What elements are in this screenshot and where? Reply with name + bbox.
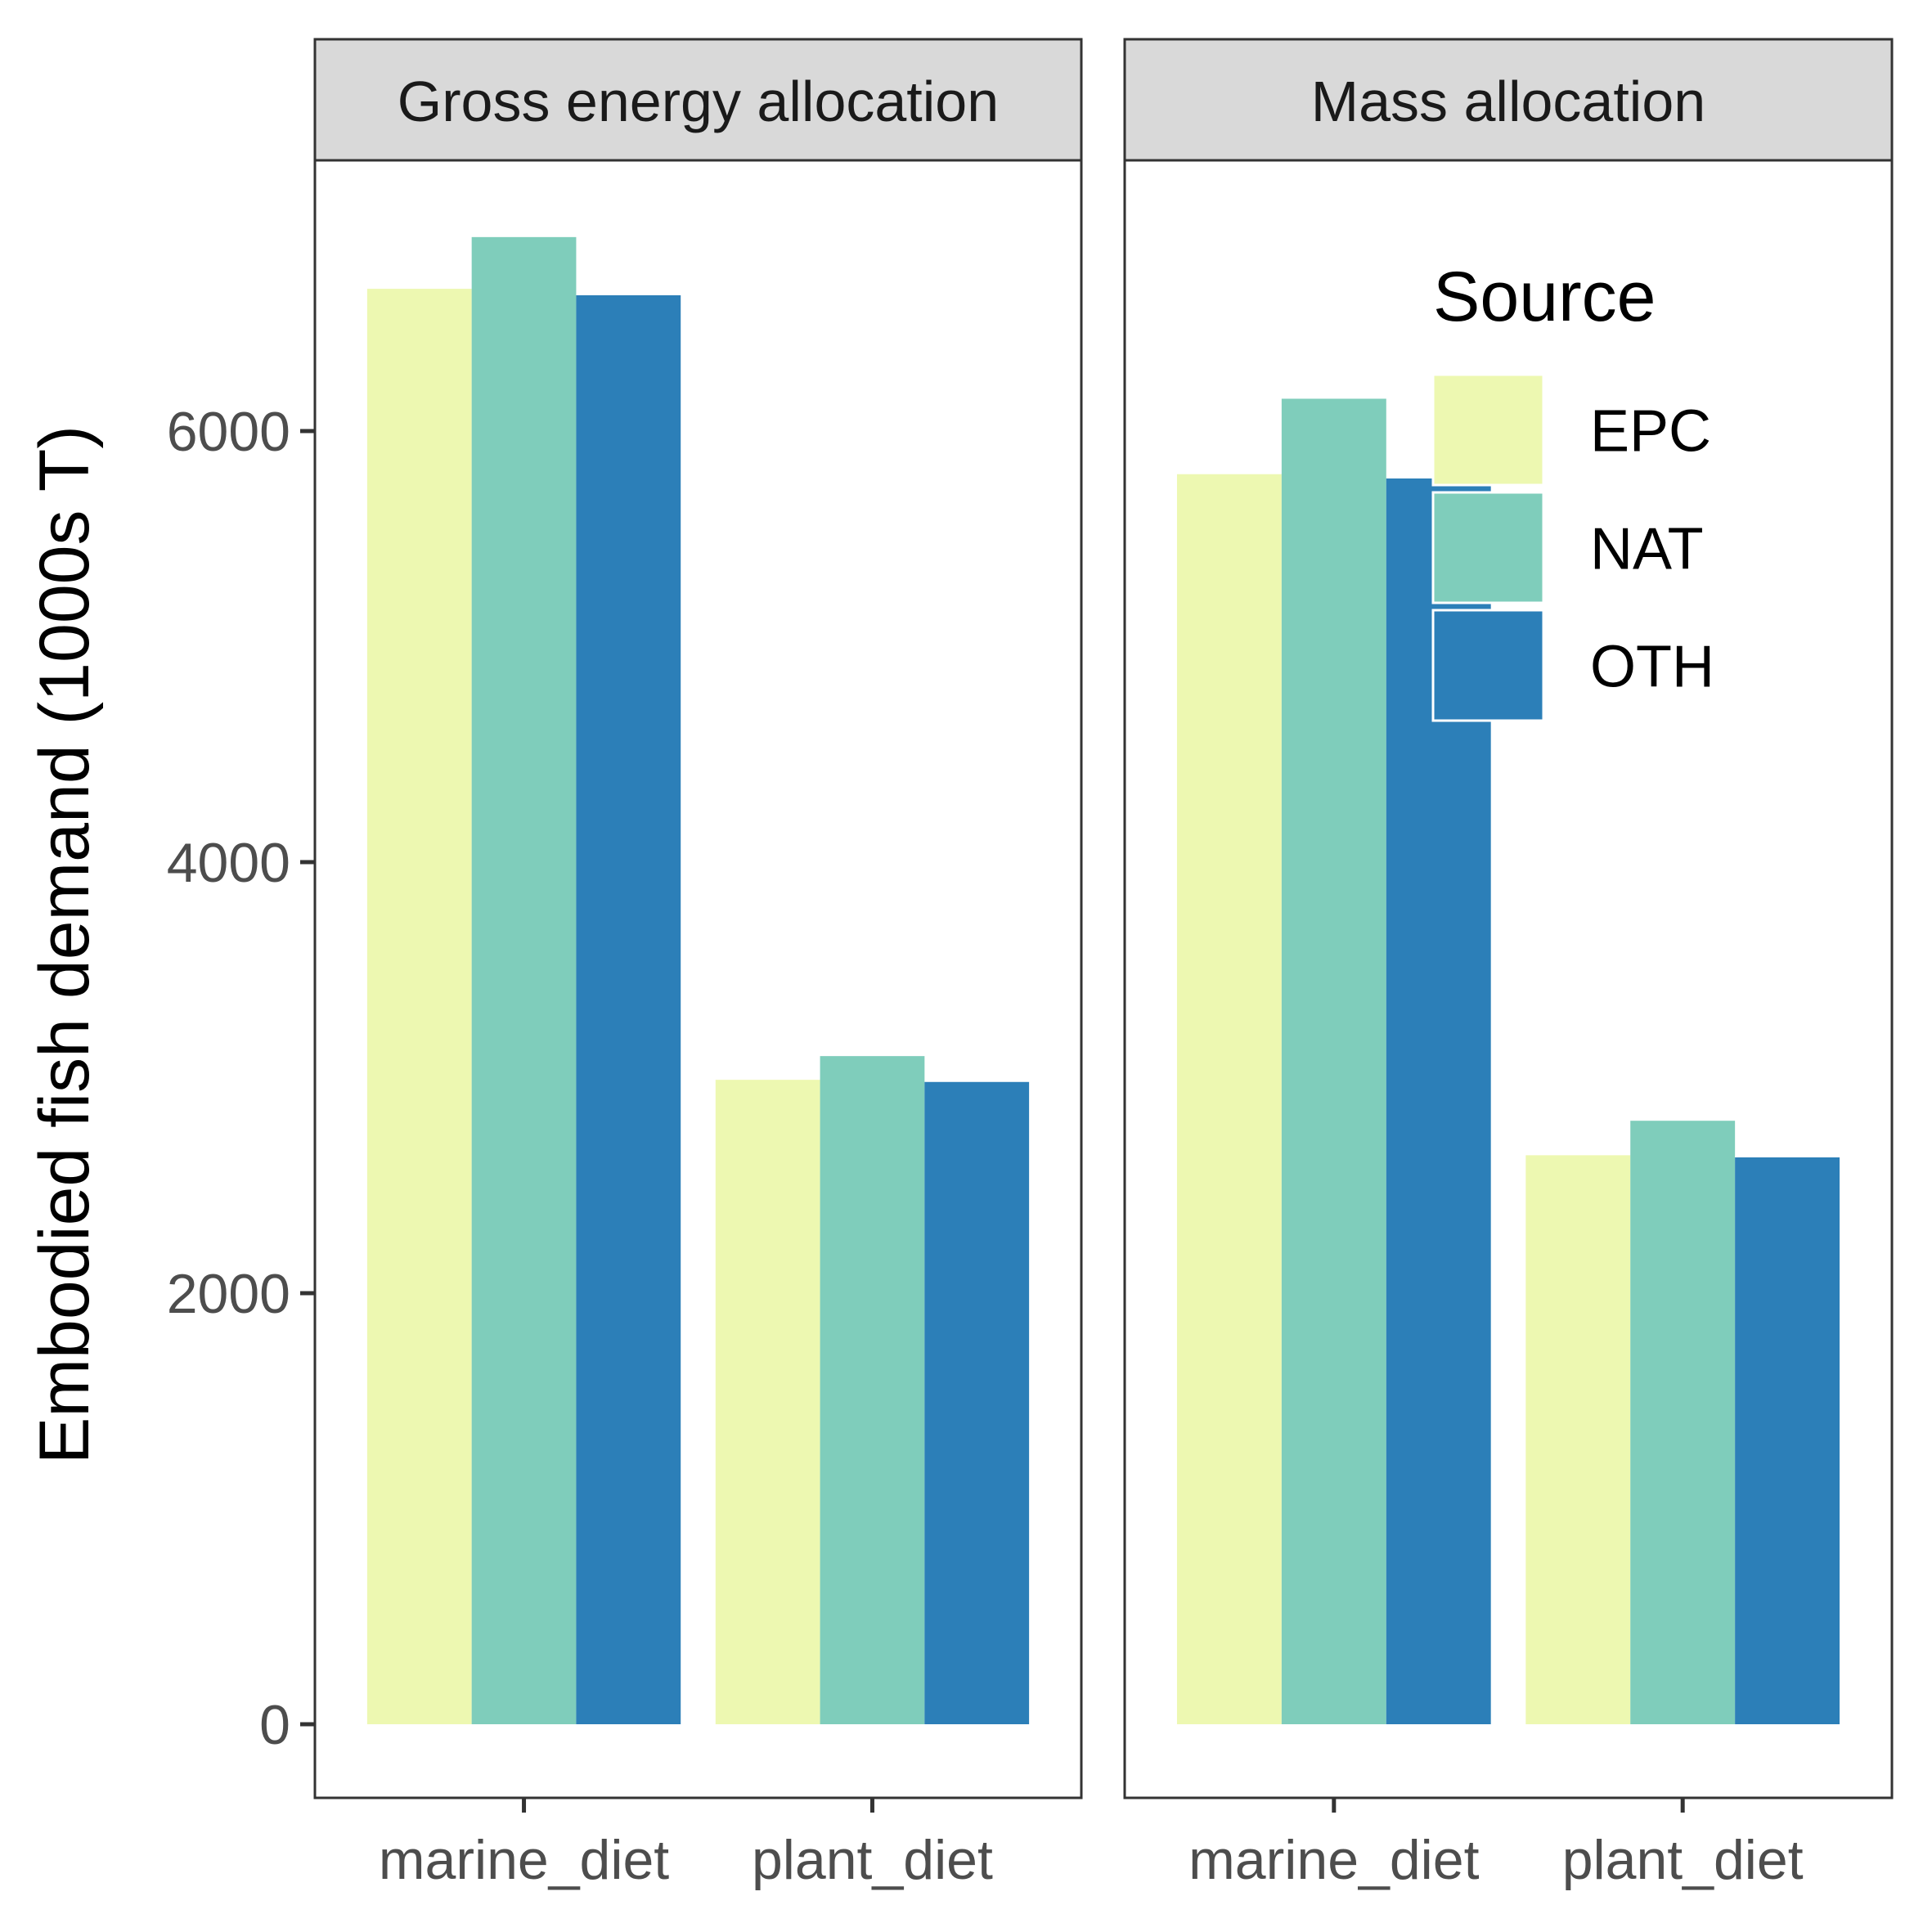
legend-key-oth [1431,609,1545,722]
y-tick-label: 2000 [167,1263,290,1325]
legend-key-epc [1431,373,1545,487]
facet-panel-1: Gross energy allocation marine_diet plant_… [313,38,1083,1891]
bar-oth-plant-diet [1735,1157,1840,1724]
bar-epc-marine-diet [1176,474,1282,1725]
x-tick-label: marine_diet [379,1829,669,1891]
bar-oth-marine-diet [576,294,681,1724]
facet-strip [1123,38,1894,162]
x-tick-label: plant_diet [752,1829,993,1891]
bar-nat-plant-diet [820,1056,925,1724]
bar-nat-marine-diet [471,236,577,1725]
y-tick-label: 4000 [167,832,290,894]
legend-label-oth: OTH [1590,635,1714,700]
legend-key-nat [1431,491,1545,604]
y-tick-label: 6000 [167,401,290,463]
bar-epc-plant-diet [715,1080,820,1724]
y-tick-label: 0 [259,1694,290,1756]
legend: Source EPC NAT OTH [1431,258,1714,722]
facet-panel-2: Mass allocation marine_diet plant_diet [1123,38,1894,1891]
facet-title: Gross energy allocation [398,70,999,133]
bar-epc-plant-diet [1525,1155,1631,1724]
x-tick-label: marine_diet [1188,1829,1479,1891]
panel-border [313,159,1083,1799]
legend-label-epc: EPC [1590,399,1711,465]
legend-label-nat: NAT [1590,517,1704,582]
bar-epc-marine-diet [366,289,472,1725]
bar-nat-marine-diet [1281,398,1386,1725]
bar-nat-plant-diet [1630,1121,1736,1724]
facet-title: Mass allocation [1311,70,1705,133]
y-axis-label: Embodied fish demand (1000s T) [25,425,104,1464]
legend-title: Source [1433,258,1656,336]
bar-oth-plant-diet [924,1081,1030,1724]
facet-strip [313,38,1083,162]
x-tick-label: plant_diet [1562,1829,1804,1891]
panel-border [1123,159,1894,1799]
